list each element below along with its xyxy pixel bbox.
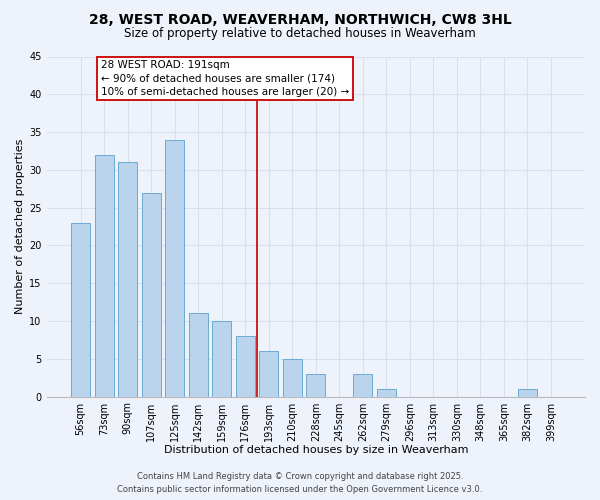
Bar xyxy=(283,359,302,397)
Text: 28, WEST ROAD, WEAVERHAM, NORTHWICH, CW8 3HL: 28, WEST ROAD, WEAVERHAM, NORTHWICH, CW8… xyxy=(89,12,511,26)
Y-axis label: Number of detached properties: Number of detached properties xyxy=(15,139,25,314)
Bar xyxy=(236,336,255,396)
Bar xyxy=(188,314,208,396)
Bar xyxy=(95,155,114,396)
Bar xyxy=(377,389,396,396)
Bar xyxy=(353,374,373,396)
Bar xyxy=(306,374,325,396)
Bar xyxy=(142,192,161,396)
Bar xyxy=(118,162,137,396)
Bar xyxy=(518,389,537,396)
Text: Size of property relative to detached houses in Weaverham: Size of property relative to detached ho… xyxy=(124,28,476,40)
Bar xyxy=(71,223,90,396)
Bar xyxy=(259,352,278,397)
Text: Contains HM Land Registry data © Crown copyright and database right 2025.
Contai: Contains HM Land Registry data © Crown c… xyxy=(118,472,482,494)
Text: 28 WEST ROAD: 191sqm
← 90% of detached houses are smaller (174)
10% of semi-deta: 28 WEST ROAD: 191sqm ← 90% of detached h… xyxy=(101,60,349,96)
Bar xyxy=(165,140,184,396)
X-axis label: Distribution of detached houses by size in Weaverham: Distribution of detached houses by size … xyxy=(164,445,468,455)
Bar xyxy=(212,321,232,396)
